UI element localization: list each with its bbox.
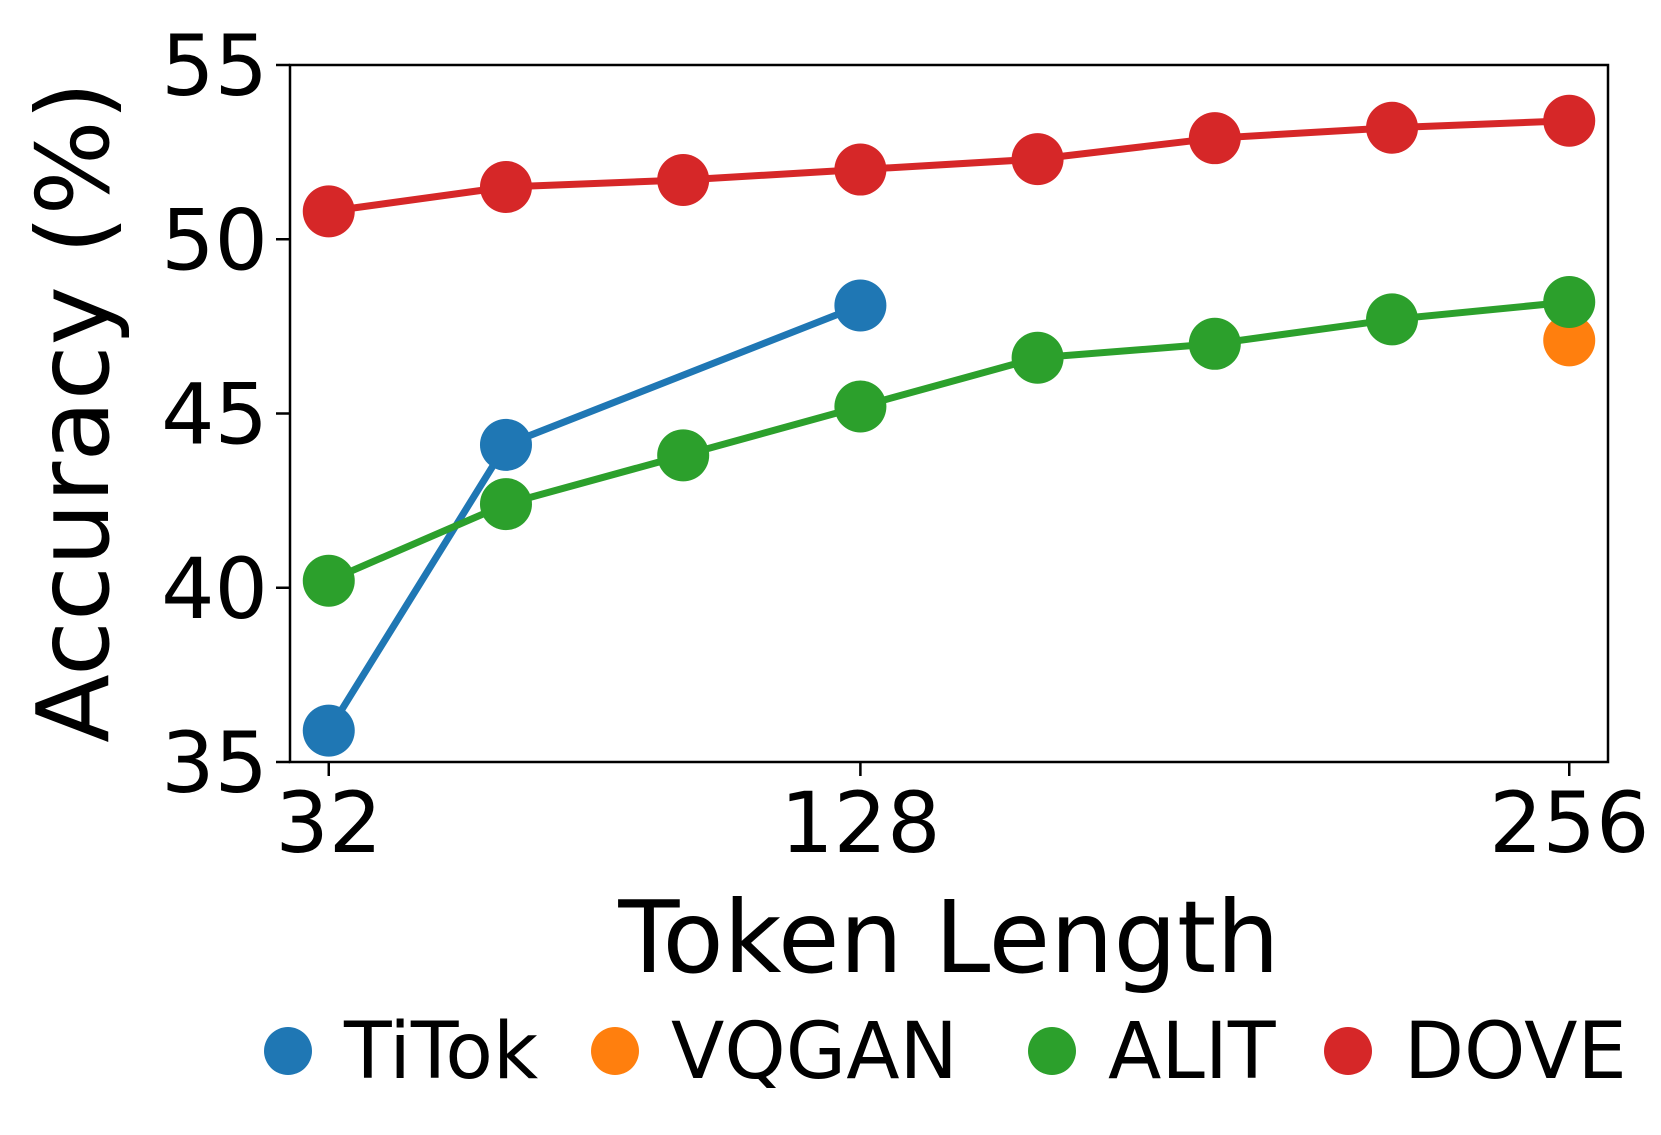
x-tick-label: 256 <box>1489 774 1649 872</box>
legend-label-alit: ALIT <box>1108 1007 1276 1097</box>
data-point-titok <box>302 704 355 757</box>
data-point-alit <box>1366 293 1419 346</box>
data-point-alit <box>1543 275 1596 328</box>
axes: 35 40 45 50 55 32 128 256 <box>161 17 1649 872</box>
data-point-dove <box>1543 94 1596 147</box>
data-point-alit <box>657 429 710 482</box>
data-point-dove <box>834 143 887 196</box>
y-axis-label: Accuracy (%) <box>15 81 132 742</box>
data-point-alit <box>302 554 355 607</box>
series-line-alit <box>327 298 1570 584</box>
plot-area <box>302 94 1596 757</box>
x-axis-label: Token Length <box>617 879 1279 996</box>
data-point-dove <box>657 154 710 207</box>
data-point-titok <box>834 279 887 332</box>
y-tick-label: 50 <box>161 191 268 289</box>
y-tick-label: 45 <box>161 366 268 464</box>
legend: TiTok VQGAN ALIT DOVE <box>264 1007 1627 1097</box>
series-line-dove <box>328 117 1570 215</box>
x-tick-label: 32 <box>275 774 382 872</box>
legend-marker-dove <box>1324 1027 1372 1075</box>
data-point-titok <box>479 418 532 471</box>
y-tick-label: 40 <box>161 540 268 638</box>
y-tick-label: 35 <box>161 714 268 812</box>
legend-marker-alit <box>1028 1027 1076 1075</box>
legend-label-titok: TiTok <box>343 1007 538 1097</box>
data-point-dove <box>479 160 532 213</box>
data-point-vqgan <box>1543 314 1596 367</box>
x-tick-label: 128 <box>780 774 940 872</box>
data-point-alit <box>479 478 532 531</box>
data-point-dove <box>1188 112 1241 165</box>
data-point-dove <box>1011 133 1064 186</box>
data-point-alit <box>834 380 887 433</box>
legend-marker-vqgan <box>591 1027 639 1075</box>
legend-label-vqgan: VQGAN <box>671 1007 958 1097</box>
data-point-dove <box>1366 101 1419 154</box>
y-tick-label: 55 <box>161 17 268 115</box>
legend-marker-titok <box>264 1027 312 1075</box>
legend-label-dove: DOVE <box>1404 1007 1627 1097</box>
data-point-alit <box>1011 331 1064 384</box>
data-point-alit <box>1188 317 1241 370</box>
data-point-dove <box>302 185 355 238</box>
series-line-titok <box>325 302 862 733</box>
